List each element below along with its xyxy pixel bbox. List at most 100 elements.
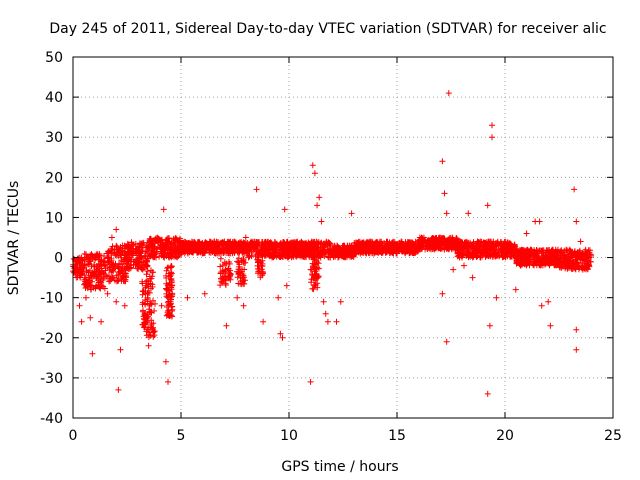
data-point-outlier (512, 286, 519, 293)
data-point (170, 239, 177, 246)
data-point (155, 235, 162, 242)
data-point (251, 244, 258, 251)
data-point-outlier (439, 290, 446, 297)
data-point (264, 251, 271, 258)
data-point-outlier (87, 314, 94, 321)
data-point-outlier (309, 162, 316, 169)
x-tick-label: 15 (388, 428, 406, 444)
data-point (289, 247, 296, 253)
data-point (236, 246, 243, 253)
data-point (139, 240, 146, 247)
data-point-outlier (489, 134, 495, 141)
data-point (102, 267, 109, 274)
data-point (159, 250, 166, 257)
data-point (257, 248, 264, 255)
y-tick-label: 10 (45, 210, 63, 226)
data-point-outlier (260, 318, 267, 325)
data-point-outlier (536, 218, 543, 225)
data-point-outlier (484, 202, 491, 209)
data-point (143, 257, 150, 264)
data-point (320, 243, 327, 250)
data-point (85, 258, 92, 265)
data-point (92, 285, 99, 292)
data-point (178, 249, 185, 256)
data-point (81, 256, 88, 263)
data-point (73, 274, 80, 281)
data-point-outlier (465, 210, 472, 217)
data-point (173, 246, 180, 253)
data-point-outlier (493, 294, 500, 301)
data-point (128, 239, 135, 246)
data-point-outlier (322, 310, 329, 317)
data-point (290, 253, 297, 260)
data-point (248, 240, 254, 247)
data-point (107, 277, 114, 284)
data-point-outlier (571, 186, 578, 193)
data-point (266, 245, 272, 252)
x-tick-label: 20 (496, 428, 514, 444)
y-tick-label: 30 (45, 130, 63, 146)
data-point (168, 247, 175, 253)
data-point (98, 263, 105, 269)
x-tick-label: 10 (280, 428, 298, 444)
data-point-outlier (184, 294, 191, 301)
data-point-outlier (337, 298, 344, 305)
data-point (98, 279, 105, 286)
data-point-outlier (486, 322, 493, 329)
data-point (208, 239, 214, 246)
y-tick-label: 0 (54, 251, 63, 267)
data-point (235, 245, 242, 252)
data-point (228, 247, 235, 253)
data-point (339, 246, 346, 252)
data-point (107, 250, 114, 257)
data-point (116, 268, 123, 275)
data-point-outlier (307, 378, 314, 385)
data-point-outlier (348, 210, 355, 217)
data-point-outlier (108, 234, 115, 241)
data-point (183, 240, 190, 247)
data-point (315, 249, 322, 256)
data-point (76, 257, 83, 264)
data-point (342, 249, 349, 256)
data-point-outlier (281, 206, 288, 213)
data-point (178, 241, 185, 247)
data-point (180, 241, 187, 248)
data-point (162, 245, 168, 252)
x-tick-label: 0 (69, 428, 78, 444)
data-point (76, 270, 83, 277)
data-point (277, 246, 284, 253)
data-point (187, 242, 194, 249)
data-point-outlier (113, 298, 120, 305)
data-point (272, 239, 279, 246)
y-tick-label: 50 (45, 50, 63, 66)
data-point (321, 249, 328, 256)
data-point-outlier (234, 294, 241, 301)
data-point (113, 246, 120, 253)
data-point (141, 253, 148, 260)
data-point-outlier (577, 238, 584, 245)
y-tick-label: -10 (40, 291, 63, 307)
data-point (116, 261, 123, 268)
data-points (70, 90, 594, 397)
data-point (270, 253, 277, 260)
data-point (100, 258, 107, 265)
data-point (213, 246, 220, 253)
data-point-outlier (115, 386, 122, 393)
data-point (229, 239, 236, 246)
data-point (93, 254, 99, 261)
data-point-outlier (89, 350, 96, 357)
data-point (315, 240, 322, 247)
data-point (203, 240, 210, 247)
data-point-outlier (489, 122, 495, 129)
chart-title: Day 245 of 2011, Sidereal Day-to-day VTE… (49, 21, 606, 37)
data-point-outlier (573, 326, 580, 333)
data-point (217, 255, 224, 262)
data-point (246, 247, 253, 254)
data-point (220, 249, 227, 256)
data-point (149, 240, 156, 247)
data-point (254, 251, 261, 258)
data-point (82, 278, 89, 285)
data-point-outlier (443, 338, 450, 345)
data-point (165, 235, 172, 242)
data-point (121, 278, 128, 285)
